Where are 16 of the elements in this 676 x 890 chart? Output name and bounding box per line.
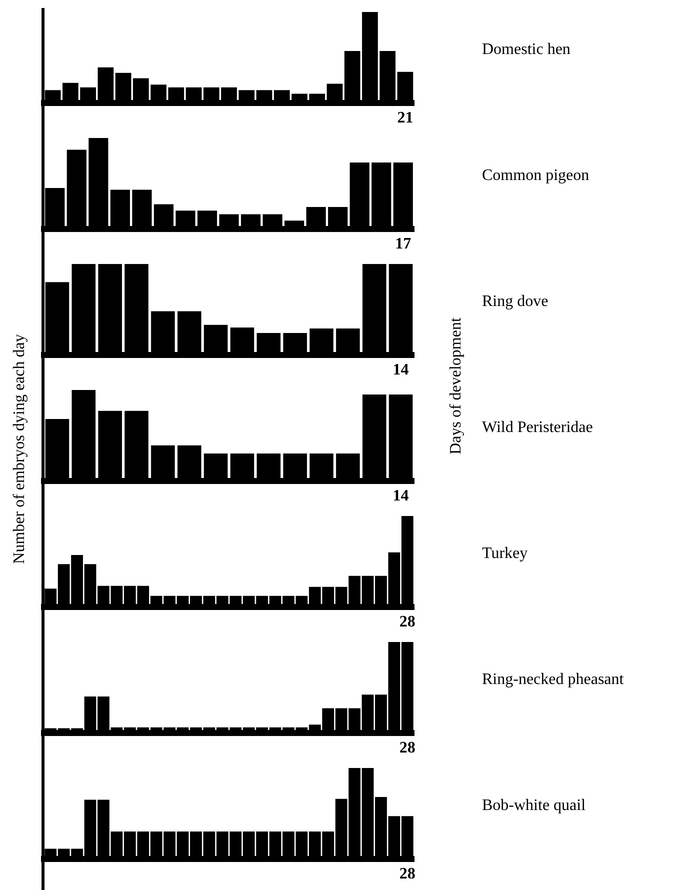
x-tick-label: 14 bbox=[392, 488, 409, 505]
text: Ring-necked pheasant bbox=[482, 671, 624, 688]
y-axis-title: Number of embryos dying each day bbox=[11, 334, 29, 564]
y2-axis-title: Days of development bbox=[447, 318, 465, 454]
x-tick-label: 28 bbox=[399, 866, 416, 883]
x-tick-label: 17 bbox=[395, 236, 412, 253]
text: Ring dove bbox=[482, 293, 548, 310]
x-tick-label: 28 bbox=[399, 740, 416, 757]
x-tick-label: 14 bbox=[392, 362, 409, 379]
text: Domestic hen bbox=[482, 41, 570, 58]
text: Bob-white quail bbox=[482, 797, 586, 814]
text: Common pigeon bbox=[482, 167, 590, 184]
text: Wild Peristeridae bbox=[482, 419, 593, 436]
x-tick-label: 21 bbox=[397, 110, 414, 127]
x-tick-label: 28 bbox=[399, 614, 416, 631]
text: Turkey bbox=[482, 545, 528, 562]
